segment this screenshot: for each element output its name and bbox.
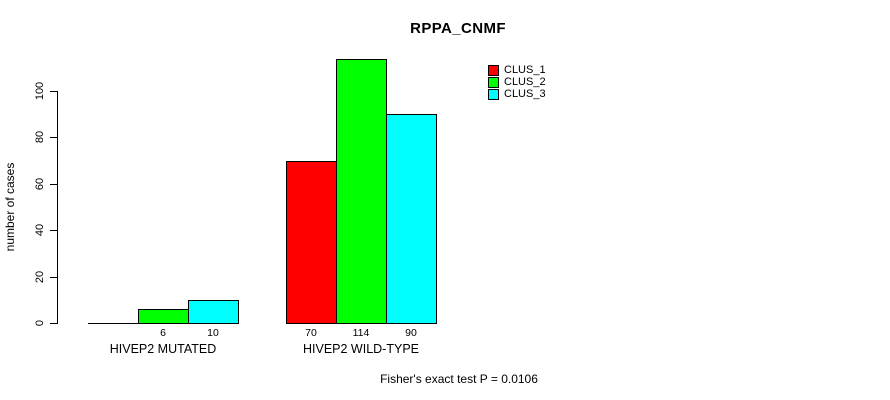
fisher-test-annotation: Fisher's exact test P = 0.0106 — [380, 372, 538, 386]
y-tick-mark — [50, 277, 57, 278]
y-tick-label: 20 — [34, 270, 46, 284]
y-tick-mark — [50, 230, 57, 231]
bar-clus_2-1 — [336, 59, 387, 324]
category-label: HIVEP2 WILD-TYPE — [303, 342, 419, 356]
legend: CLUS_1 CLUS_2 CLUS_3 — [488, 64, 546, 100]
y-tick-mark — [50, 184, 57, 185]
bar-value-label: 70 — [305, 327, 317, 339]
bar-clus_3-0 — [188, 300, 239, 324]
legend-label: CLUS_1 — [504, 64, 546, 76]
category-label: HIVEP2 MUTATED — [109, 342, 217, 356]
legend-swatch-clus_3 — [488, 88, 499, 100]
legend-swatch-clus_1 — [488, 64, 499, 76]
chart-title: RPPA_CNMF — [410, 20, 506, 37]
y-axis-line — [57, 91, 58, 324]
y-tick-label: 60 — [34, 177, 46, 191]
bar-clus_2-0 — [138, 309, 189, 324]
y-tick-label: 100 — [34, 81, 46, 101]
y-axis-label: number of cases — [3, 162, 17, 252]
bar-clus_1-0 — [88, 323, 139, 324]
y-tick-mark — [50, 137, 57, 138]
y-tick-mark — [50, 323, 57, 324]
y-tick-label: 40 — [34, 223, 46, 237]
legend-label: CLUS_3 — [504, 88, 546, 100]
legend-entry-clus_1: CLUS_1 — [488, 64, 546, 76]
y-tick-label: 0 — [34, 319, 46, 327]
bar-value-label: 10 — [207, 327, 219, 339]
legend-label: CLUS_2 — [504, 76, 546, 88]
bar-value-label: 114 — [352, 327, 370, 339]
y-tick-mark — [50, 91, 57, 92]
y-tick-label: 80 — [34, 130, 46, 144]
bar-value-label: 6 — [160, 327, 166, 339]
legend-entry-clus_2: CLUS_2 — [488, 76, 546, 88]
bar-clus_3-1 — [386, 114, 437, 324]
legend-entry-clus_3: CLUS_3 — [488, 88, 546, 100]
bar-value-label: 90 — [405, 327, 417, 339]
bar-clus_1-1 — [286, 161, 337, 324]
legend-swatch-clus_2 — [488, 76, 499, 88]
